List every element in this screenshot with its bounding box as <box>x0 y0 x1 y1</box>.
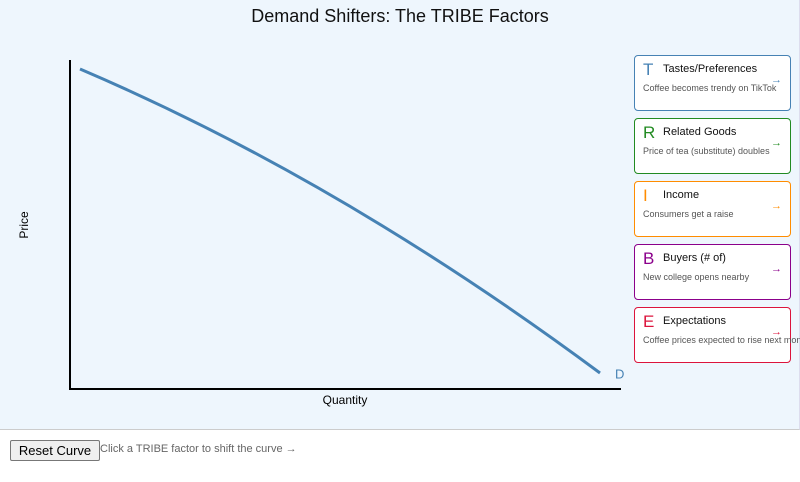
graph-panel: Demand Shifters: The TRIBE Factors Price… <box>0 0 800 430</box>
factor-card[interactable]: I Income Consumers get a raise → <box>634 181 791 237</box>
reset-button[interactable]: Reset Curve <box>10 440 100 461</box>
factor-name: Expectations <box>663 315 726 327</box>
curve-label: D <box>615 366 624 381</box>
factor-name: Tastes/Preferences <box>663 63 758 75</box>
x-axis-label: Quantity <box>323 393 368 407</box>
factor-arrow: → <box>771 74 782 86</box>
factor-description: Price of tea (substitute) doubles <box>643 146 770 156</box>
factor-arrow: → <box>771 263 782 275</box>
factor-description: Coffee becomes trendy on TikTok <box>643 83 777 93</box>
factor-description: Coffee prices expected to rise next mont… <box>643 335 800 345</box>
factor-letter: I <box>643 186 648 205</box>
factor-card[interactable]: B Buyers (# of) New college opens nearby → <box>634 244 791 300</box>
factor-card[interactable]: T Tastes/Preferences Coffee becomes trendy… <box>634 55 791 111</box>
hint: Click a TRIBE factor to shift the curve … <box>100 443 297 455</box>
factor-name: Income <box>663 189 700 201</box>
factor-name: Buyers (# of) <box>663 252 726 264</box>
factor-letter: R <box>643 123 656 142</box>
factor-arrow: → <box>771 137 782 149</box>
factor-card[interactable]: E Expectations Coffee prices expected to r… <box>634 307 800 363</box>
factor-description: Consumers get a raise <box>643 209 734 219</box>
demand-graph: Price Quantity D <box>17 60 624 407</box>
factor-letter: B <box>643 249 655 268</box>
factor-arrow: → <box>771 326 782 338</box>
factor-card[interactable]: R Related Goods Price of tea (substitute) … <box>634 118 791 174</box>
factor-description: New college opens nearby <box>643 272 750 282</box>
factor-name: Related Goods <box>663 126 737 138</box>
factor-letter: T <box>643 60 654 79</box>
footer: Reset Curve Click a TRIBE factor to shif… <box>0 431 800 482</box>
title: Demand Shifters: The TRIBE Factors <box>251 6 549 26</box>
factor-arrow: → <box>771 200 782 212</box>
factor-letter: E <box>643 312 655 331</box>
y-axis-label: Price <box>17 211 31 239</box>
demand-curve <box>79 67 601 375</box>
